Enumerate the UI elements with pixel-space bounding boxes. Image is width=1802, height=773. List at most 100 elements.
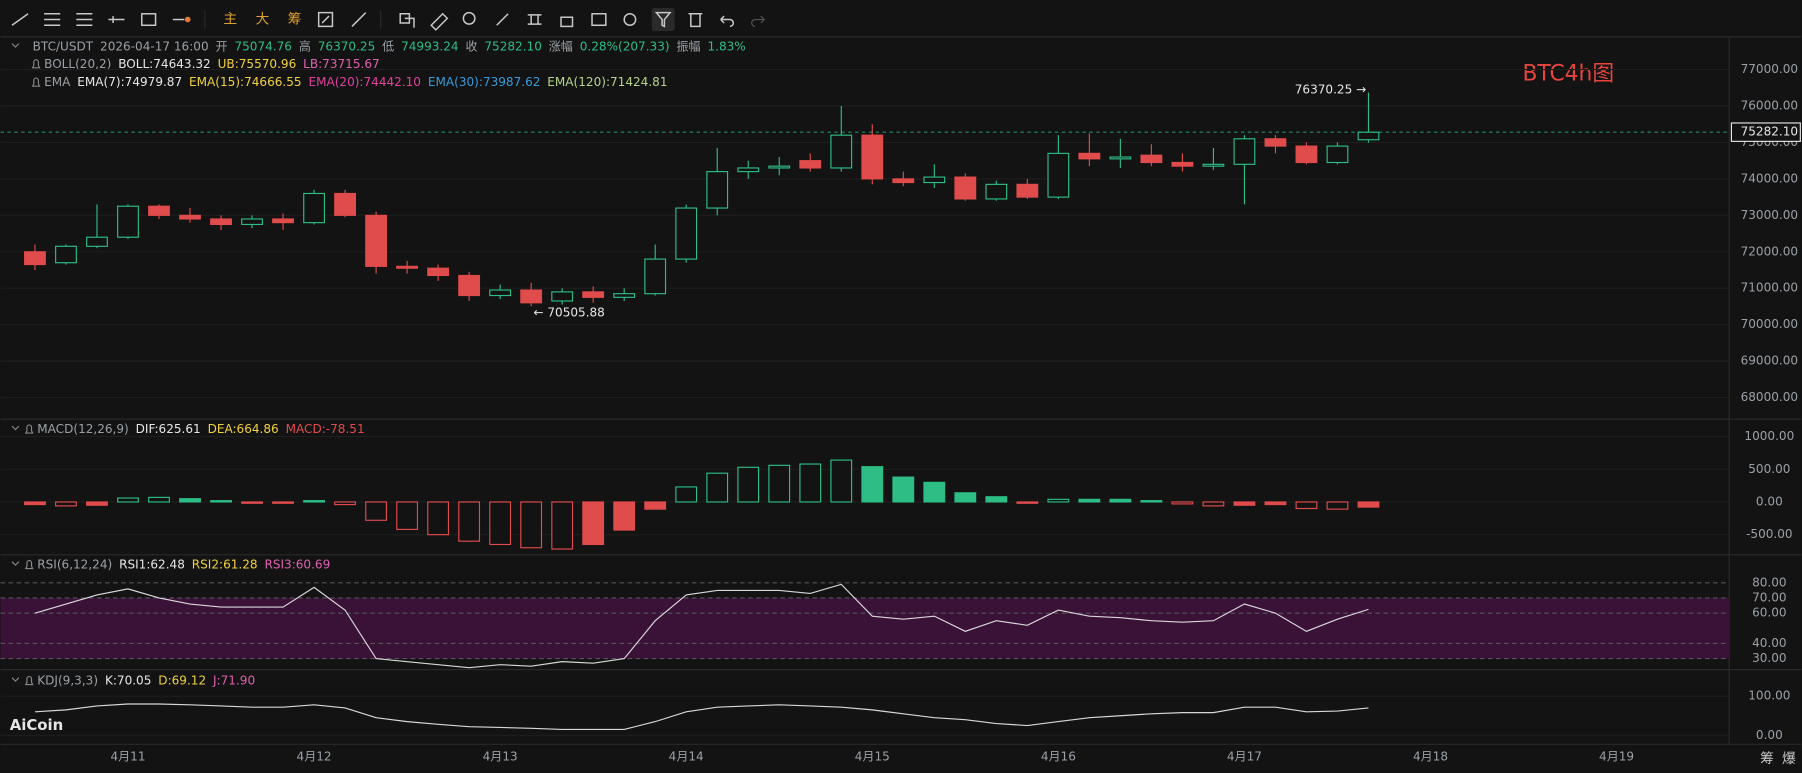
tool-horizontal[interactable]	[108, 16, 125, 23]
indicator-line	[34, 583, 1369, 669]
y-tick-label: 68000.00	[1741, 390, 1798, 404]
macd-bar	[1295, 501, 1318, 510]
toolbar-button[interactable]: 主	[223, 12, 237, 28]
macd-bar	[334, 501, 356, 506]
toolbar-button[interactable]: 筹	[288, 11, 302, 28]
corner-button[interactable]: 筹	[1760, 750, 1774, 767]
y-tick-label: 72000.00	[1741, 244, 1798, 258]
legend-item: 75282.10	[484, 40, 541, 54]
y-tick-label: 73000.00	[1741, 208, 1798, 222]
macd-bar	[1233, 501, 1256, 506]
macd-bar	[706, 472, 729, 503]
legend-item: RSI2:61.28	[192, 558, 258, 572]
candle-body	[799, 160, 822, 169]
legend-item: EMA(15):74666.55	[189, 75, 302, 89]
tool-delete[interactable]	[688, 13, 703, 28]
candle-body	[892, 178, 915, 184]
tool-note[interactable]	[591, 13, 607, 27]
collapse-icon	[11, 561, 20, 566]
tool-undo[interactable]	[720, 15, 734, 28]
tool-lines[interactable]	[44, 13, 61, 27]
candle-body	[241, 218, 263, 226]
macd-bar	[923, 481, 946, 503]
tool-line[interactable]	[11, 13, 29, 26]
y-tick-label: 60.00	[1752, 606, 1787, 620]
x-tick-label: 4月19	[1599, 749, 1634, 763]
candle-body	[830, 134, 853, 169]
legend-item: J:71.90	[212, 674, 255, 688]
candle-body	[210, 218, 232, 226]
candle-body	[551, 291, 574, 302]
tool-b[interactable]	[351, 12, 367, 27]
x-tick-label: 4月13	[483, 749, 518, 763]
tool-rect[interactable]	[141, 13, 157, 27]
macd-bar	[86, 501, 108, 506]
candle-body	[1016, 183, 1039, 198]
y-tick-label: 71000.00	[1741, 281, 1798, 295]
low-annotation: ← 70505.88	[533, 306, 604, 320]
candle-body	[303, 192, 325, 224]
candle-body	[1140, 154, 1163, 164]
candle-body	[1047, 152, 1070, 198]
bell-icon	[24, 675, 34, 686]
y-tick-label: 74000.00	[1741, 171, 1798, 185]
macd-bar	[892, 476, 915, 503]
legend-item: DIF:625.61	[136, 422, 201, 436]
tool-lock[interactable]	[560, 16, 574, 28]
legend-item: UB:75570.96	[218, 57, 297, 71]
candle-body	[86, 236, 108, 247]
y-tick-label: 76000.00	[1741, 99, 1798, 113]
macd-bar	[1078, 498, 1101, 503]
macd-bar	[427, 501, 450, 536]
legend-item: 75074.76	[234, 40, 291, 54]
tool-channel[interactable]	[76, 13, 93, 27]
legend-item: KDJ(9,3,3)	[37, 674, 98, 688]
toolbar-button[interactable]: 大	[256, 12, 270, 28]
tool-redo[interactable]	[751, 15, 765, 27]
candle-body	[1357, 131, 1380, 141]
macd-bar	[458, 501, 481, 542]
candle-body	[334, 192, 356, 216]
collapse-icon	[11, 677, 20, 682]
candle-body	[737, 167, 760, 173]
x-tick-label: 4月11	[110, 749, 145, 763]
tool-magnet[interactable]	[623, 13, 637, 27]
legend-item: 74993.24	[401, 40, 458, 54]
legend-item: 1.83%	[707, 40, 745, 54]
tool-pen[interactable]	[496, 13, 509, 26]
candle-body	[861, 134, 884, 180]
macd-bar	[1016, 501, 1039, 504]
y-tick-label: 40.00	[1752, 636, 1787, 650]
tool-ruler[interactable]	[430, 12, 449, 31]
macd-bar	[396, 501, 419, 530]
candle-body	[489, 289, 512, 297]
tool-fib[interactable]	[527, 14, 542, 25]
candle-body	[923, 176, 946, 184]
high-annotation: 76370.25 →	[1295, 83, 1366, 97]
legend-item: 开	[216, 40, 228, 54]
legend-item: BOLL(20,2)	[44, 57, 111, 71]
legend-item: 0.28%(207.33)	[580, 40, 670, 54]
macd-bar	[241, 501, 263, 504]
tool-c[interactable]	[399, 13, 415, 28]
bell-icon	[24, 559, 34, 570]
y-tick-label: 70.00	[1752, 590, 1787, 604]
macd-bar	[1202, 501, 1225, 507]
tool-filter[interactable]	[654, 11, 672, 28]
macd-bar	[768, 464, 791, 503]
macd-bar	[582, 501, 605, 546]
y-tick-label: 0.00	[1756, 494, 1783, 508]
watermark: BTC4h图	[1522, 62, 1614, 87]
corner-button[interactable]: 爆	[1782, 751, 1796, 767]
bell-icon	[31, 77, 41, 87]
macd-bar	[210, 500, 232, 503]
candle-body	[458, 274, 481, 297]
candle-body	[1295, 145, 1318, 164]
legend-item: EMA(30):73987.62	[428, 75, 541, 89]
tool-zoom[interactable]	[462, 11, 476, 25]
y-tick-label: 69000.00	[1741, 354, 1798, 368]
y-tick-label: 77000.00	[1741, 62, 1798, 76]
tool-a[interactable]	[317, 11, 334, 28]
legend-item: 振幅	[676, 39, 700, 54]
macd-bar	[799, 463, 822, 503]
